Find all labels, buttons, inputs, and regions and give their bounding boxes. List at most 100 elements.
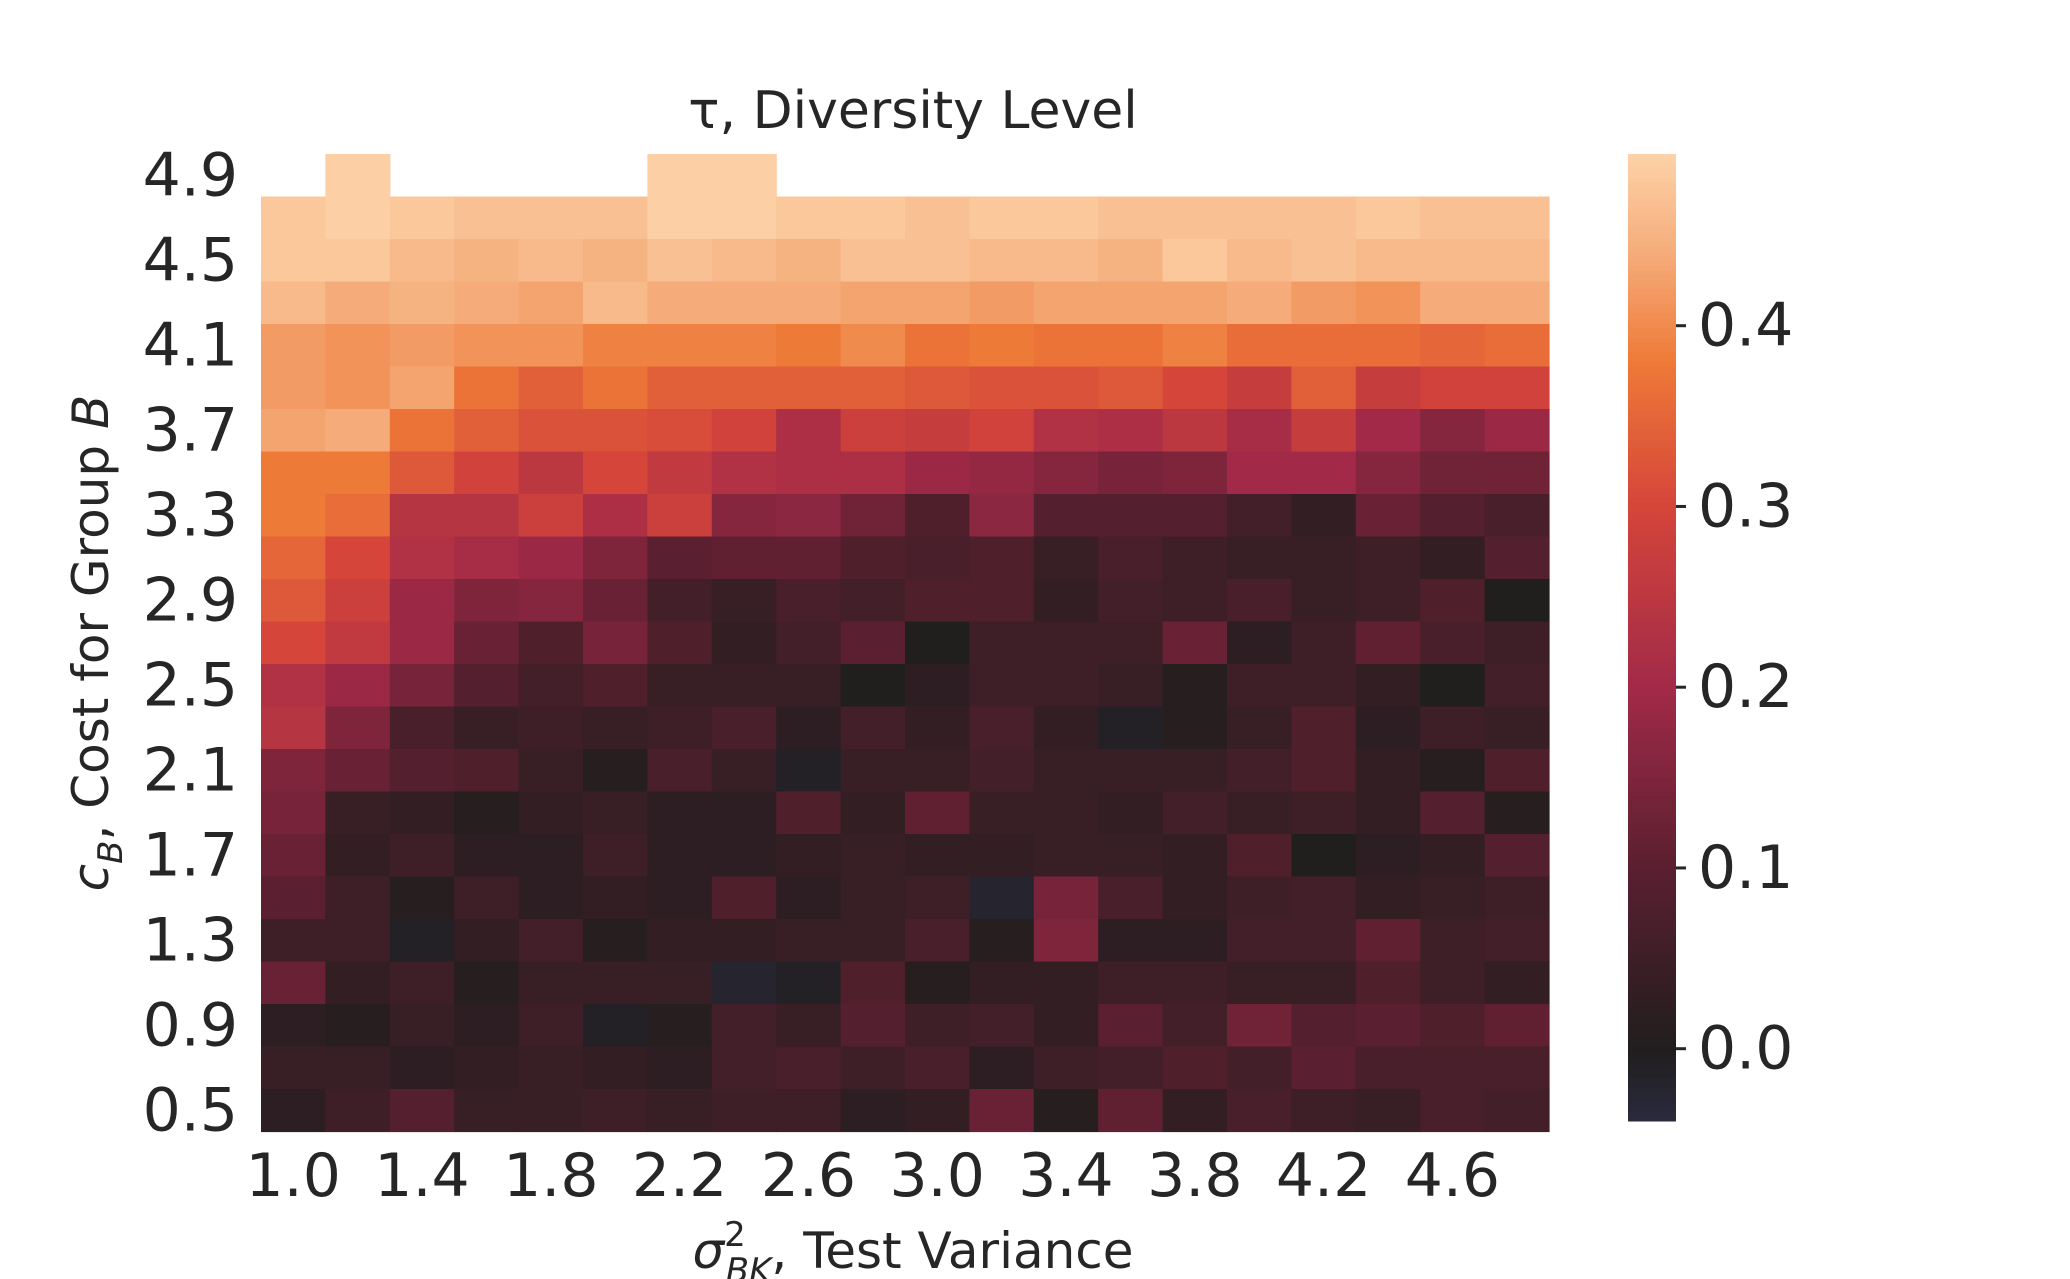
heatmap-cell [647,1089,713,1133]
heatmap-cell [1227,749,1292,793]
colorbar-segment [1628,584,1676,590]
heatmap-cell [1484,196,1550,240]
heatmap-cell [1227,324,1292,368]
y-tick-label: 4.5 [143,225,238,295]
heatmap-cell [711,196,777,240]
colorbar-segment [1628,371,1676,377]
heatmap-cell [1162,579,1228,623]
colorbar-segment [1628,221,1676,228]
colorbar-segment [1628,163,1676,169]
heatmap-cell [840,706,906,750]
heatmap-cell [969,876,1035,920]
heatmap-cell [1033,196,1099,240]
heatmap-cell [1484,876,1550,920]
y-tick-labels: 4.9 4.5 4.1 3.7 3.3 2.9 2.5 2.1 1.7 1.3 0.9 0.5 [143,140,238,1145]
colorbar-segment [1628,593,1676,600]
heatmap-cell [325,749,391,793]
heatmap-cell [1420,1004,1486,1048]
heatmap-cell [1420,409,1486,453]
heatmap-cell [1291,1004,1357,1048]
colorbar-segment [1628,975,1676,982]
heatmap-cell [711,451,777,495]
heatmap-cell [261,664,326,708]
colorbar-segment [1628,216,1676,223]
heatmap-cell [325,196,391,240]
colorbar-segment [1628,245,1676,252]
colorbar-segment [1628,207,1676,213]
heatmap-cell [454,621,520,665]
heatmap-cell [1098,494,1164,538]
colorbar-segment [1628,937,1676,943]
colorbar-segment [1628,932,1676,938]
heatmap-cell [261,876,326,920]
colorbar-segment [1628,468,1676,474]
colorbar-segment [1628,855,1676,861]
colorbar-segment [1628,323,1676,329]
heatmap-cell [1291,664,1357,708]
colorbar-segment [1628,352,1676,358]
heatmap-cell [905,1046,970,1090]
colorbar-segment [1628,1053,1676,1059]
heatmap-cell [1033,876,1099,920]
heatmap-cell [389,834,455,878]
heatmap-cell [454,451,520,495]
heatmap-cell [905,281,970,325]
colorbar-segment [1628,526,1676,532]
colorbar-segment [1628,995,1676,1001]
colorbar-segment [1628,1072,1676,1078]
colorbar-segment [1628,463,1676,469]
colorbar-segment [1628,560,1676,566]
heatmap-cell [969,536,1035,580]
heatmap-cell [647,876,713,920]
colorbar-segment [1628,806,1676,813]
colorbar-tick-label: 0.2 [1698,652,1793,722]
heatmap-cell [1098,706,1164,750]
colorbar-segment [1628,516,1676,522]
heatmap-cell [1291,196,1357,240]
heatmap-cell [711,749,777,793]
heatmap-cell [1355,834,1421,878]
heatmap-cell [647,409,713,453]
heatmap-cell [711,664,777,708]
heatmap-cell [905,196,970,240]
heatmap-cell [1420,366,1486,410]
heatmap-cell [1227,536,1292,580]
heatmap-cell [840,366,906,410]
heatmap-cell [261,961,326,1005]
colorbar-segment [1628,782,1676,788]
colorbar-segment [1628,255,1676,261]
heatmap-cell [905,876,970,920]
heatmap-cell [261,366,326,410]
heatmap-cell [1355,451,1421,495]
colorbar-segment [1628,690,1676,697]
heatmap-cell [647,621,713,665]
heatmap-cell [1227,239,1292,283]
heatmap-cell [711,409,777,453]
heatmap-cell [905,324,970,368]
heatmap-cell [647,791,713,835]
colorbar-segment [1628,652,1676,658]
heatmap-cell [1484,919,1550,963]
colorbar-segment [1628,627,1676,634]
heatmap-cell [1291,706,1357,750]
heatmap-cell [905,451,970,495]
colorbar-segment [1628,361,1676,368]
colorbar-segment [1628,424,1676,431]
colorbar-segment [1628,961,1676,967]
heatmap-cell [840,281,906,325]
colorbar-segment [1628,1101,1676,1107]
colorbar-segment [1628,173,1676,179]
colorbar-segment [1628,1029,1676,1035]
heatmap-cell [1227,366,1292,410]
x-tick-label: 2.6 [761,1141,856,1211]
heatmap-cell [1484,451,1550,495]
heatmap-cell [969,749,1035,793]
heatmap-cell [389,409,455,453]
colorbar-segment [1628,1004,1676,1011]
heatmap-cell [1420,664,1486,708]
heatmap-cell [969,1089,1035,1133]
colorbar-segment [1628,183,1676,189]
colorbar-segment [1628,1048,1676,1054]
heatmap-cell [389,876,455,920]
colorbar-segment [1628,864,1676,871]
